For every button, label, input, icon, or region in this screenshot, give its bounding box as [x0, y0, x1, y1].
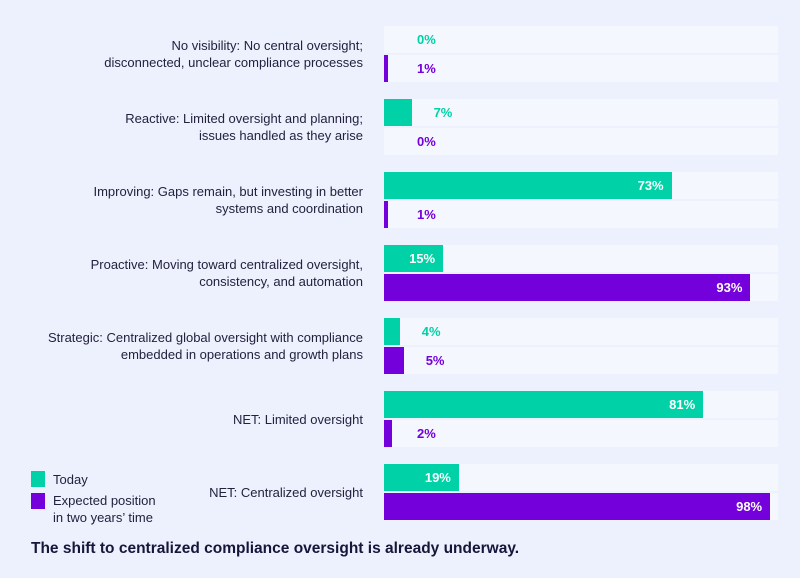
bar-today — [384, 245, 444, 272]
category-label-line: consistency, and automation — [199, 274, 363, 289]
bar-expected — [384, 55, 388, 82]
category-label-line: NET: Centralized oversight — [209, 484, 363, 500]
category-label: Proactive: Moving toward centralized ove… — [3, 256, 363, 290]
bar-track: 15% — [384, 245, 778, 272]
category-label: Strategic: Centralized global oversight … — [3, 329, 363, 363]
legend-swatch-expected — [31, 493, 45, 509]
category-label: NET: Centralized oversight — [3, 484, 363, 501]
bar-expected — [384, 201, 388, 228]
legend-label-expected-line2: in two years’ time — [53, 510, 153, 525]
category-label-line: issues handled as they arise — [198, 128, 363, 143]
data-label: 1% — [417, 207, 436, 222]
bar-track: 81% — [384, 391, 778, 418]
category-label: Improving: Gaps remain, but investing in… — [3, 183, 363, 217]
bar-track: 98% — [384, 493, 778, 520]
bar-track: 0% — [384, 128, 778, 155]
bar-today — [384, 99, 412, 126]
bar-track: 7% — [384, 99, 778, 126]
category-label-line: Reactive: Limited oversight and planning… — [125, 111, 363, 126]
data-label: 93% — [716, 280, 743, 295]
category-label-line: Strategic: Centralized global oversight … — [47, 330, 363, 345]
data-label: 81% — [669, 397, 696, 412]
bar-track: 5% — [384, 347, 778, 374]
bar-expected — [384, 347, 404, 374]
bar-track: 0% — [384, 26, 778, 53]
category-label-line: NET: Limited oversight — [232, 411, 363, 427]
category-label-line: Improving: Gaps remain, but investing in… — [93, 184, 363, 199]
bar-track: 73% — [384, 172, 778, 199]
bar-today — [384, 318, 400, 345]
footer-caption: The shift to centralized compliance over… — [31, 540, 520, 557]
bar-today — [384, 391, 704, 418]
data-label: 5% — [425, 353, 445, 368]
category-label-line: No visibility: No central oversight; — [171, 38, 363, 53]
bar-track: 93% — [384, 274, 778, 301]
data-label: 7% — [433, 105, 453, 120]
category-label-line: disconnected, unclear compliance process… — [104, 55, 363, 70]
category-label-line: Proactive: Moving toward centralized ove… — [90, 257, 363, 272]
category-label-line: embedded in operations and growth plans — [120, 347, 363, 362]
bar-expected — [384, 420, 392, 447]
data-label: 98% — [736, 499, 763, 514]
data-label: 15% — [409, 251, 436, 266]
bar-track: 1% — [384, 55, 778, 82]
bar-track: 1% — [384, 201, 778, 228]
bar-expected — [384, 493, 771, 520]
bar-track: 4% — [384, 318, 778, 345]
data-label: 0% — [417, 134, 436, 149]
category-label-line: systems and coordination — [215, 201, 363, 216]
data-label: 19% — [424, 470, 451, 485]
category-label: NET: Limited oversight — [3, 411, 363, 428]
category-label: Reactive: Limited oversight and planning… — [3, 110, 363, 144]
data-label: 0% — [417, 32, 436, 47]
legend-label-today: Today — [53, 472, 88, 487]
bar-track: 19% — [384, 464, 778, 491]
data-label: 73% — [637, 178, 664, 193]
data-label: 2% — [417, 426, 436, 441]
bar-today — [384, 464, 459, 491]
legend-swatch-today — [31, 471, 45, 487]
legend-label-expected-line1: Expected position — [53, 493, 156, 508]
bar-today — [384, 172, 672, 199]
bar-expected — [384, 274, 751, 301]
bar-track: 2% — [384, 420, 778, 447]
data-label: 1% — [417, 61, 436, 76]
legend-label-expected: Expected position in two years’ time — [53, 492, 156, 526]
data-label: 4% — [421, 324, 441, 339]
category-label: No visibility: No central oversight; disc… — [3, 37, 363, 71]
